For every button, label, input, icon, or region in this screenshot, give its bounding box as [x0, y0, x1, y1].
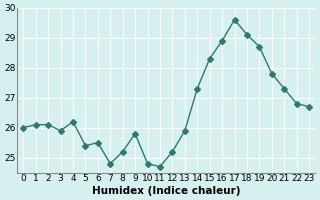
X-axis label: Humidex (Indice chaleur): Humidex (Indice chaleur)	[92, 186, 240, 196]
